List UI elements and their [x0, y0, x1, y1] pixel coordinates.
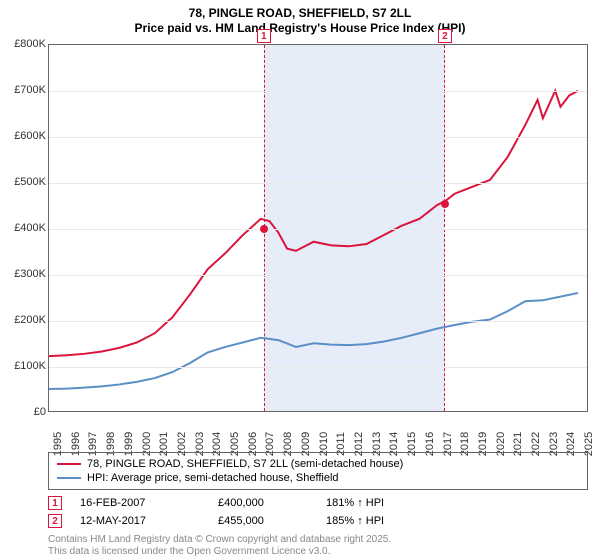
sale-dot [441, 200, 449, 208]
legend: 78, PINGLE ROAD, SHEFFIELD, S7 2LL (semi… [48, 452, 588, 490]
sale-marker-label: 2 [438, 29, 452, 43]
sale-dot [260, 225, 268, 233]
legend-label: HPI: Average price, semi-detached house,… [87, 472, 339, 484]
sale-price: £400,000 [218, 497, 308, 509]
y-tick-label: £600K [2, 130, 46, 142]
y-tick-label: £500K [2, 176, 46, 188]
chart-title-line2: Price paid vs. HM Land Registry's House … [0, 20, 600, 35]
sale-pct: 181% ↑ HPI [326, 497, 436, 509]
gridline-h [49, 321, 587, 322]
chart-container: 78, PINGLE ROAD, SHEFFIELD, S7 2LL Price… [0, 0, 600, 560]
sale-index-box: 2 [48, 514, 62, 528]
gridline-h [49, 183, 587, 184]
line-layer [49, 45, 587, 411]
y-tick-label: £200K [2, 314, 46, 326]
footer-line1: Contains HM Land Registry data © Crown c… [48, 534, 391, 546]
plot-area: 12 [48, 44, 588, 412]
gridline-h [49, 229, 587, 230]
sales-row: 2 12-MAY-2017 £455,000 185% ↑ HPI [48, 512, 588, 530]
sales-row: 1 16-FEB-2007 £400,000 181% ↑ HPI [48, 494, 588, 512]
y-tick-label: £0 [2, 406, 46, 418]
gridline-h [49, 275, 587, 276]
sale-index-box: 1 [48, 496, 62, 510]
gridline-h [49, 367, 587, 368]
y-tick-label: £100K [2, 360, 46, 372]
y-tick-label: £700K [2, 84, 46, 96]
series-hpi [49, 293, 578, 389]
y-tick-label: £300K [2, 268, 46, 280]
y-tick-label: £800K [2, 38, 46, 50]
legend-label: 78, PINGLE ROAD, SHEFFIELD, S7 2LL (semi… [87, 458, 403, 470]
legend-swatch [57, 477, 81, 479]
footer-line2: This data is licensed under the Open Gov… [48, 546, 391, 558]
gridline-h [49, 91, 587, 92]
legend-swatch [57, 463, 81, 465]
sale-marker-label: 1 [257, 29, 271, 43]
legend-item: 78, PINGLE ROAD, SHEFFIELD, S7 2LL (semi… [57, 457, 579, 471]
footer-attribution: Contains HM Land Registry data © Crown c… [48, 534, 391, 558]
sales-table: 1 16-FEB-2007 £400,000 181% ↑ HPI 2 12-MAY-20… [48, 494, 588, 530]
gridline-h [49, 137, 587, 138]
chart-title-line1: 78, PINGLE ROAD, SHEFFIELD, S7 2LL [0, 0, 600, 20]
sale-price: £455,000 [218, 515, 308, 527]
y-tick-label: £400K [2, 222, 46, 234]
sale-pct: 185% ↑ HPI [326, 515, 436, 527]
sale-date: 16-FEB-2007 [80, 497, 200, 509]
legend-item: HPI: Average price, semi-detached house,… [57, 471, 579, 485]
sale-date: 12-MAY-2017 [80, 515, 200, 527]
